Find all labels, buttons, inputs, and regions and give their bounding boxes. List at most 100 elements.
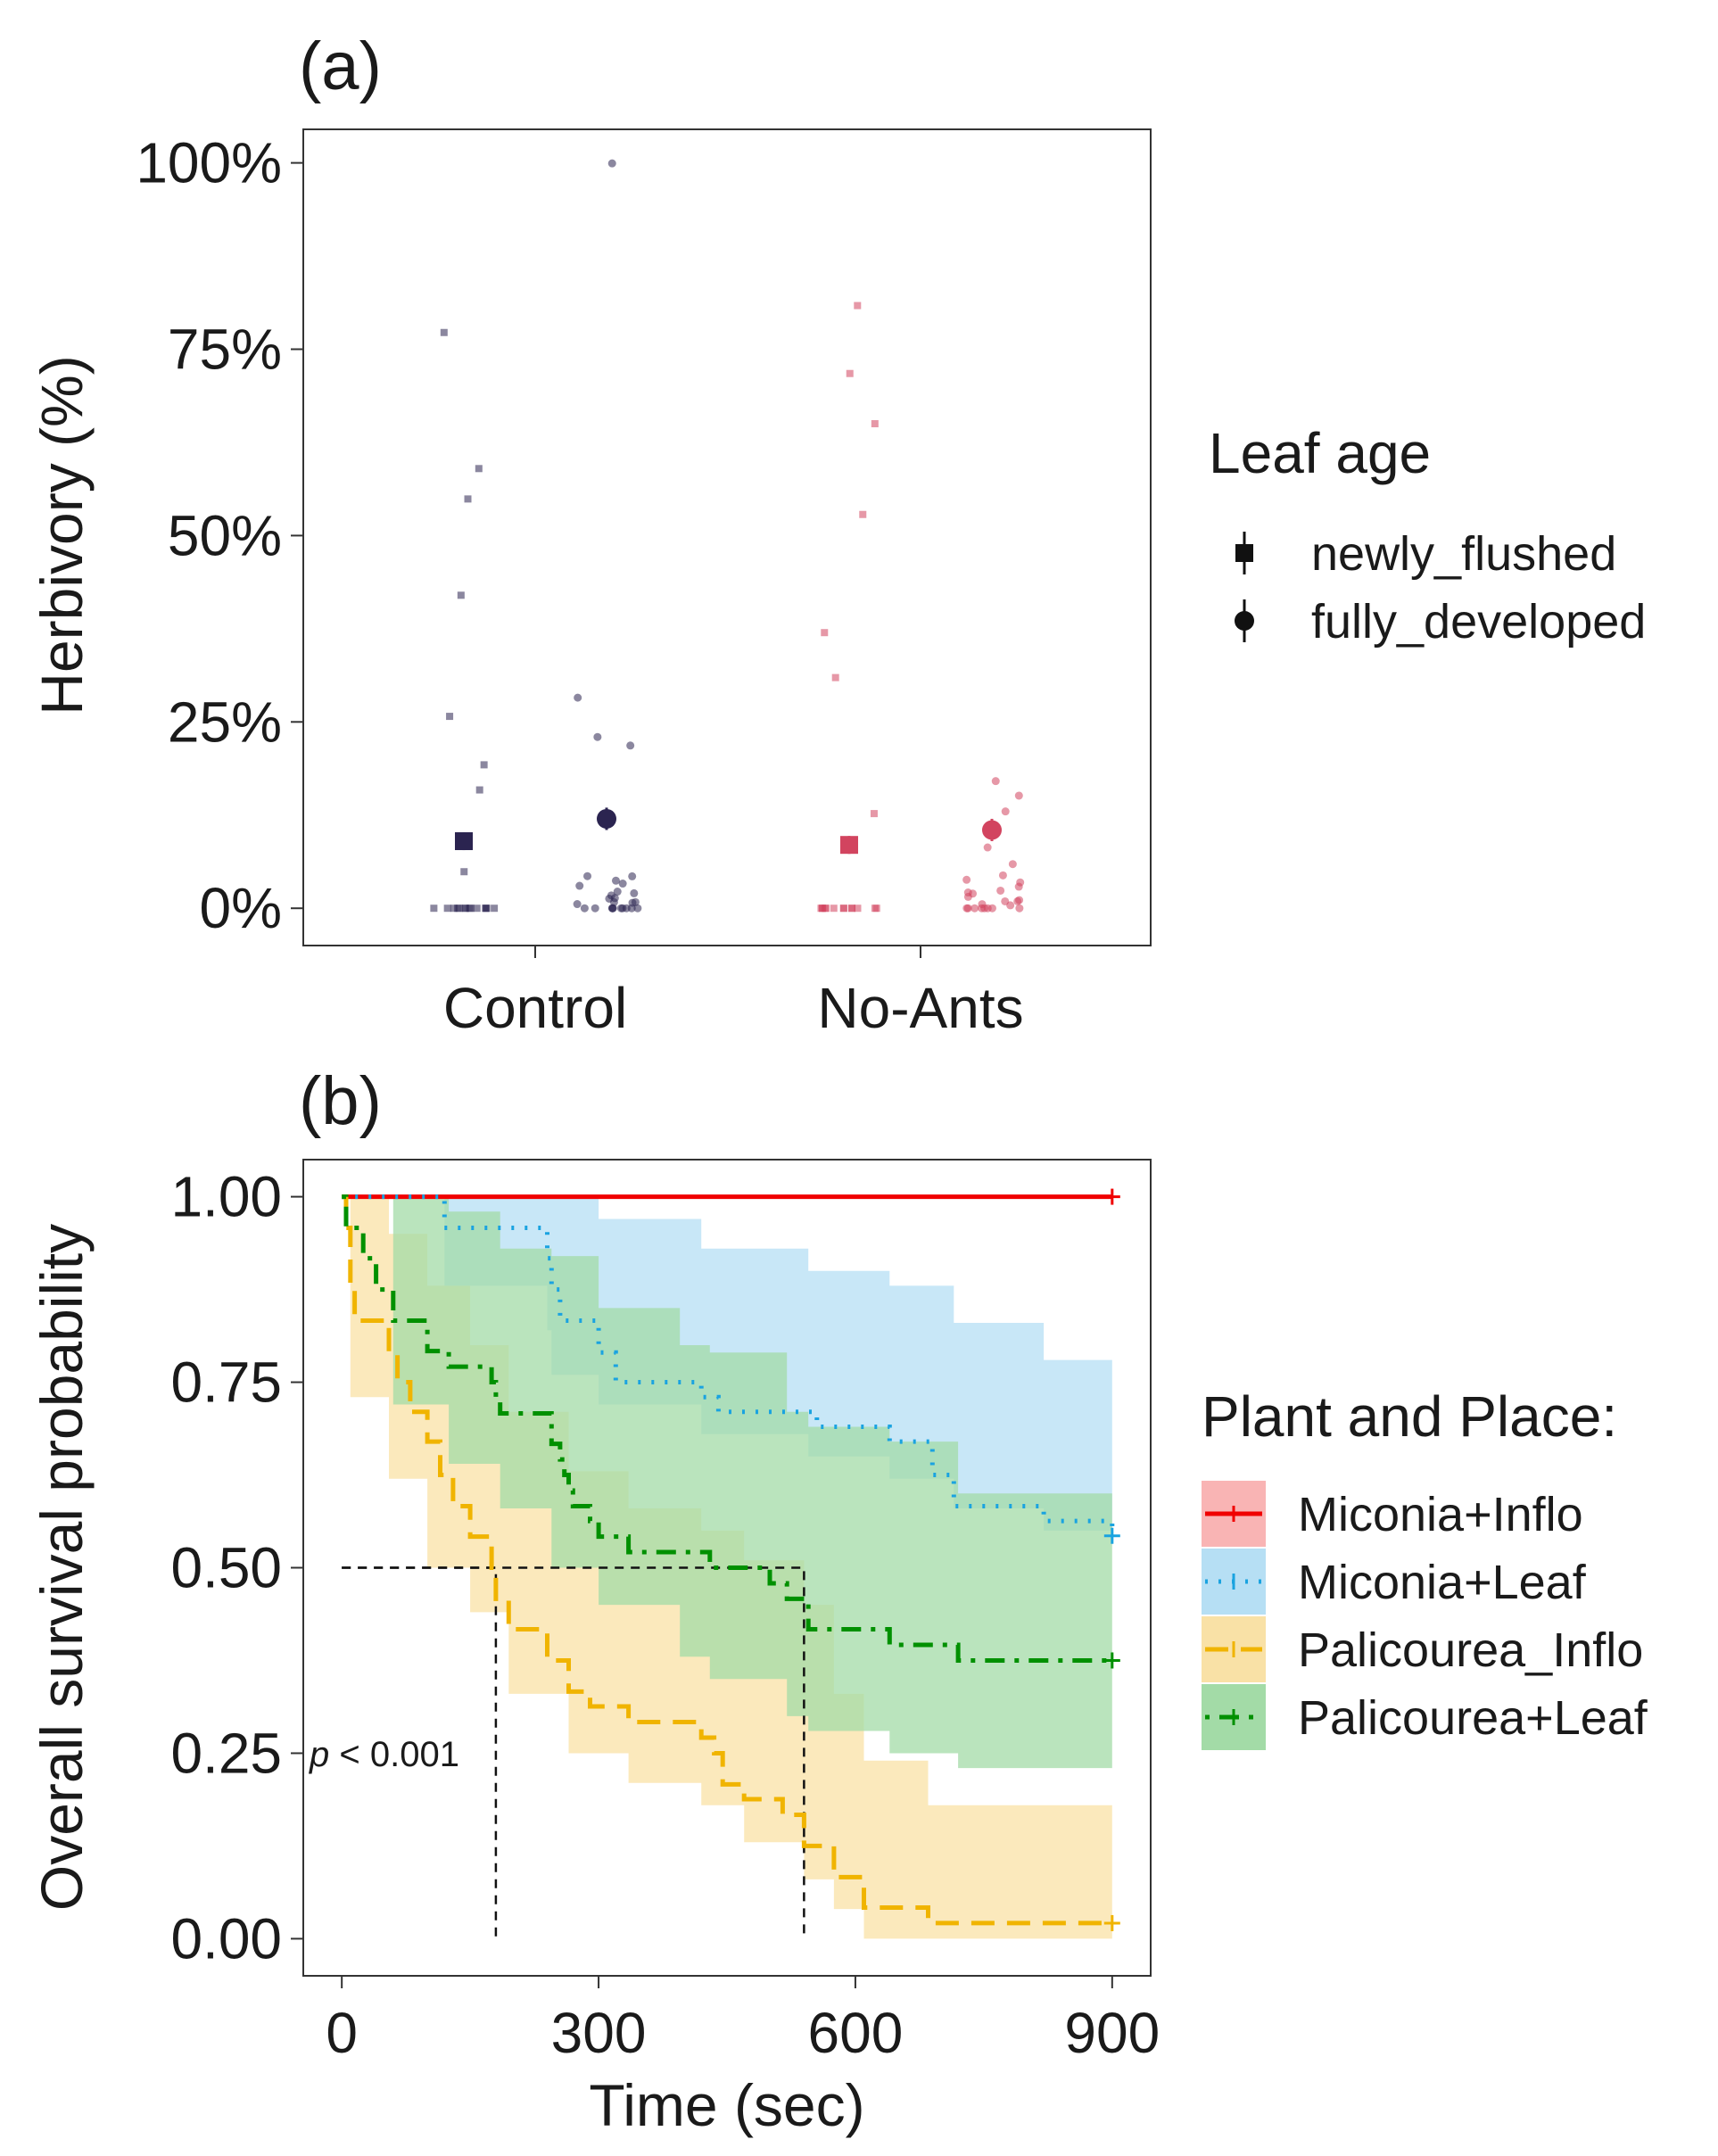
panel-a-y-axis-title: Herbivory (%) — [29, 355, 95, 715]
data-point — [830, 905, 838, 913]
data-point — [870, 810, 878, 818]
panel-a-marks — [430, 159, 1025, 913]
panel-a-plot-border — [302, 128, 1152, 946]
data-point — [983, 843, 992, 852]
data-point — [821, 905, 829, 913]
data-point — [998, 871, 1007, 880]
y-tick-label: 100% — [136, 131, 282, 195]
legend-label: Palicourea+Leaf — [1298, 1691, 1648, 1745]
legend-label: Miconia+Leaf — [1298, 1556, 1587, 1609]
legend-key-square — [1235, 544, 1253, 562]
x-tick-label: 0 — [326, 2001, 358, 2065]
data-point — [593, 732, 602, 741]
data-point — [1015, 904, 1024, 913]
survival-curve — [342, 1194, 1112, 1663]
legend-label: newly_flushed — [1311, 527, 1616, 581]
mean-marker-square — [840, 836, 858, 855]
data-point — [817, 905, 825, 913]
panel-b: (b) 0.00 0.25 0.50 0.75 1.00 0 300 600 900 p < 0… — [29, 1063, 1648, 2138]
y-tick-label: 0.50 — [170, 1536, 282, 1600]
data-point — [607, 904, 616, 913]
panel-a: (a) 0% 25% 50% 75% 100% Control No-Ants Herbiv… — [29, 29, 1646, 1040]
panel-a-label: (a) — [299, 29, 382, 104]
legend-label: fully_developed — [1311, 595, 1646, 648]
data-point — [618, 904, 627, 913]
data-point — [446, 713, 454, 721]
y-tick-label: 0.00 — [170, 1906, 282, 1970]
data-point — [821, 629, 829, 637]
data-point — [962, 875, 971, 884]
data-point — [628, 871, 637, 880]
data-point — [467, 905, 475, 913]
data-point — [1008, 860, 1017, 869]
y-tick-label: 0% — [200, 876, 283, 940]
panel-a-legend-title: Leaf age — [1209, 421, 1431, 485]
data-point — [626, 741, 635, 750]
data-point — [464, 495, 472, 503]
data-point — [971, 904, 979, 913]
data-point — [461, 905, 469, 913]
data-point — [611, 876, 620, 885]
y-tick-label: 0.75 — [170, 1351, 282, 1415]
y-tick-label: 25% — [168, 690, 282, 754]
data-point — [1006, 901, 1015, 910]
data-point — [872, 905, 880, 913]
data-point — [618, 880, 627, 888]
data-point — [580, 904, 589, 913]
data-point — [1014, 882, 1023, 891]
data-point — [630, 888, 639, 897]
data-point — [457, 591, 465, 599]
panel-b-x-axis-title: Time (sec) — [589, 2072, 864, 2138]
data-point — [480, 761, 488, 769]
data-point — [871, 420, 879, 428]
data-point — [473, 905, 481, 913]
data-point — [839, 905, 847, 913]
data-point — [591, 904, 599, 913]
data-point — [574, 693, 582, 702]
data-point — [430, 905, 438, 913]
panel-b-legend-items: Miconia+Inflo Miconia+Leaf Palicourea_Infl… — [1202, 1481, 1648, 1750]
data-point — [482, 905, 490, 913]
data-point — [1015, 896, 1024, 905]
data-point — [980, 904, 989, 913]
panel-b-confidence-bands — [342, 1196, 1112, 1939]
data-point — [854, 302, 862, 310]
x-tick-label: 900 — [1064, 2001, 1160, 2065]
panel-a-legend: Leaf age newly_flushed fully_developed — [1209, 421, 1646, 648]
p-value-rest: < 0.001 — [329, 1735, 459, 1774]
data-point — [440, 328, 448, 336]
legend-label: Palicourea_Inflo — [1298, 1623, 1643, 1677]
data-point — [996, 886, 1005, 895]
panel-b-survival-curves — [342, 1188, 1120, 1931]
data-point — [575, 881, 584, 890]
x-tick-label: No-Ants — [817, 976, 1023, 1040]
data-point — [443, 905, 451, 913]
p-value-italic: p — [309, 1735, 329, 1774]
data-point — [991, 777, 1000, 786]
mean-marker-circle — [982, 820, 1002, 840]
p-value-annotation: p < 0.001 — [309, 1735, 459, 1774]
data-point — [607, 159, 616, 168]
x-tick-label: Control — [443, 976, 627, 1040]
panel-a-legend-items: newly_flushed fully_developed — [1235, 527, 1646, 648]
data-point — [846, 369, 854, 377]
data-point — [475, 786, 483, 794]
data-point — [460, 868, 468, 876]
data-point — [475, 465, 483, 473]
mean-marker-circle — [597, 808, 616, 829]
panel-b-axes: 0.00 0.25 0.50 0.75 1.00 0 300 600 900 — [170, 1165, 1160, 2065]
data-point — [963, 892, 972, 901]
data-point — [633, 904, 642, 913]
data-point — [613, 888, 622, 896]
legend-label: Miconia+Inflo — [1298, 1488, 1583, 1541]
mean-marker-square — [455, 832, 473, 851]
data-point — [831, 673, 839, 681]
data-point — [609, 897, 618, 906]
y-tick-label: 0.25 — [170, 1721, 282, 1785]
panel-b-label: (b) — [299, 1063, 382, 1139]
data-point — [848, 905, 856, 913]
panel-b-y-axis-title: Overall survival probability — [29, 1224, 95, 1911]
data-point — [1014, 791, 1023, 800]
data-point — [583, 871, 592, 880]
panel-b-legend: Plant and Place: Miconia+Inflo Miconia+Le… — [1202, 1384, 1648, 1750]
